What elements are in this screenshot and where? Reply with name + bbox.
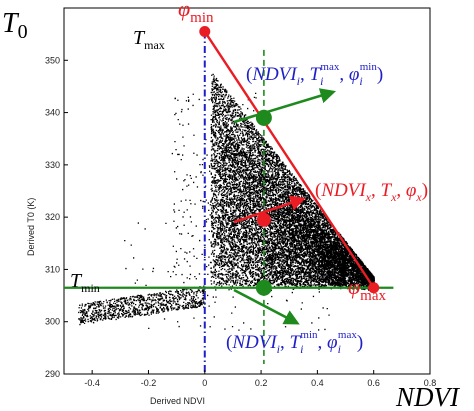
anno1-p5: i — [320, 74, 323, 88]
tmin-main: T — [70, 270, 83, 292]
anno3-p1: NDVI — [231, 332, 278, 353]
anno3-p3: , — [280, 332, 290, 353]
anno2-p1: NDVI — [320, 180, 367, 201]
anno1-p1: NDVI — [251, 64, 298, 85]
x-tick-label: 0.6 — [367, 378, 380, 388]
anno1-p9: i — [359, 74, 362, 88]
phi-min-main: φ — [178, 0, 190, 21]
anno3-p2: i — [277, 342, 280, 356]
phi-min-label: φmin — [178, 0, 214, 26]
anno2-p3: , — [371, 180, 381, 201]
anno3-p8: φ — [327, 332, 338, 353]
anno3-p6: min — [300, 329, 318, 341]
marked-point — [255, 279, 272, 296]
anno1-p0: ( — [246, 64, 252, 85]
x-tick-label: -0.4 — [84, 378, 100, 388]
outer-x-label: NDVI — [395, 382, 461, 411]
x-tick-label: 0.8 — [424, 378, 437, 388]
annotation-middle: (NDVIx, Tx, φx) — [315, 180, 428, 204]
annotation-upper: (NDVIi, Timax, φimin) — [246, 61, 383, 88]
y-tick-label: 290 — [45, 369, 60, 379]
phi-max-main: φ — [348, 274, 360, 299]
marked-points — [199, 26, 380, 296]
marked-point — [255, 109, 272, 126]
y-tick-label: 340 — [45, 108, 60, 118]
tmin-label: Tmin — [70, 270, 100, 295]
anno2-p6: , — [396, 180, 406, 201]
anno2-p7: φ — [406, 180, 417, 201]
x-tick-label: 0.4 — [311, 378, 324, 388]
marked-point — [368, 282, 380, 294]
anno2-p2: x — [365, 190, 372, 204]
outer-y-label-main: T — [2, 8, 20, 39]
phi-min-sub: min — [190, 10, 214, 26]
anno1-p2: i — [297, 74, 300, 88]
y-axis-label: Derived T0 (K) — [26, 198, 36, 256]
outer-y-label-sub: 0 — [18, 21, 28, 43]
anno1-p8: φ — [349, 64, 360, 85]
anno3-p4: T — [290, 332, 302, 353]
tmin-sub: min — [81, 281, 100, 295]
anno2-p9: ) — [422, 180, 428, 201]
phi-max-label: φmax — [348, 274, 386, 304]
tmax-sub: max — [144, 38, 165, 52]
anno2-p4: T — [380, 180, 392, 201]
y-axis-ticks: 290 300 310 320 330 340 350 — [45, 55, 68, 379]
arrow-to-lower-annotation — [233, 288, 300, 325]
x-tick-label: 0.2 — [255, 378, 268, 388]
anno3-p9: i — [338, 342, 341, 356]
y-tick-label: 320 — [45, 212, 60, 222]
x-axis-ticks: -0.4 -0.2 0 0.2 0.4 0.6 0.8 — [84, 370, 436, 388]
outer-y-label: T0 — [2, 8, 28, 43]
anno3-p10: max — [338, 329, 357, 341]
marked-point — [199, 26, 211, 38]
anno1-p10: min — [360, 61, 378, 73]
anno2-p0: ( — [315, 180, 321, 201]
scatter-points — [78, 73, 375, 331]
x-tick-label: 0 — [202, 378, 207, 388]
anno3-p11: ) — [357, 332, 363, 353]
anno2-p8: x — [415, 190, 422, 204]
y-tick-label: 300 — [45, 317, 60, 327]
anno1-p4: T — [310, 64, 322, 85]
anno3-p5: i — [300, 342, 303, 356]
anno3-p0: ( — [226, 332, 232, 353]
dry-edge-line — [203, 30, 375, 289]
x-tick-label: -0.2 — [141, 378, 157, 388]
y-tick-label: 310 — [45, 264, 60, 274]
arrow-to-upper-annotation — [233, 88, 336, 124]
anno1-p6: max — [320, 61, 339, 73]
anno3-p7: , — [318, 332, 328, 353]
anno1-p7: , — [339, 64, 349, 85]
plot-frame — [63, 7, 431, 375]
anno1-p3: , — [300, 64, 310, 85]
arrow-to-middle-annotation — [233, 195, 306, 224]
tmax-label: Tmax — [133, 27, 165, 52]
anno1-p11: ) — [377, 64, 383, 85]
marked-point — [256, 212, 271, 227]
tmax-main: T — [133, 27, 146, 49]
anno2-p5: x — [390, 190, 397, 204]
annotation-lower: (NDVIi, Timin, φimax) — [226, 329, 363, 356]
y-tick-label: 350 — [45, 55, 60, 65]
phi-max-sub: max — [360, 288, 386, 304]
x-axis-label: Derived NDVI — [150, 396, 205, 406]
scatter-cloud — [78, 73, 375, 331]
y-tick-label: 330 — [45, 160, 60, 170]
